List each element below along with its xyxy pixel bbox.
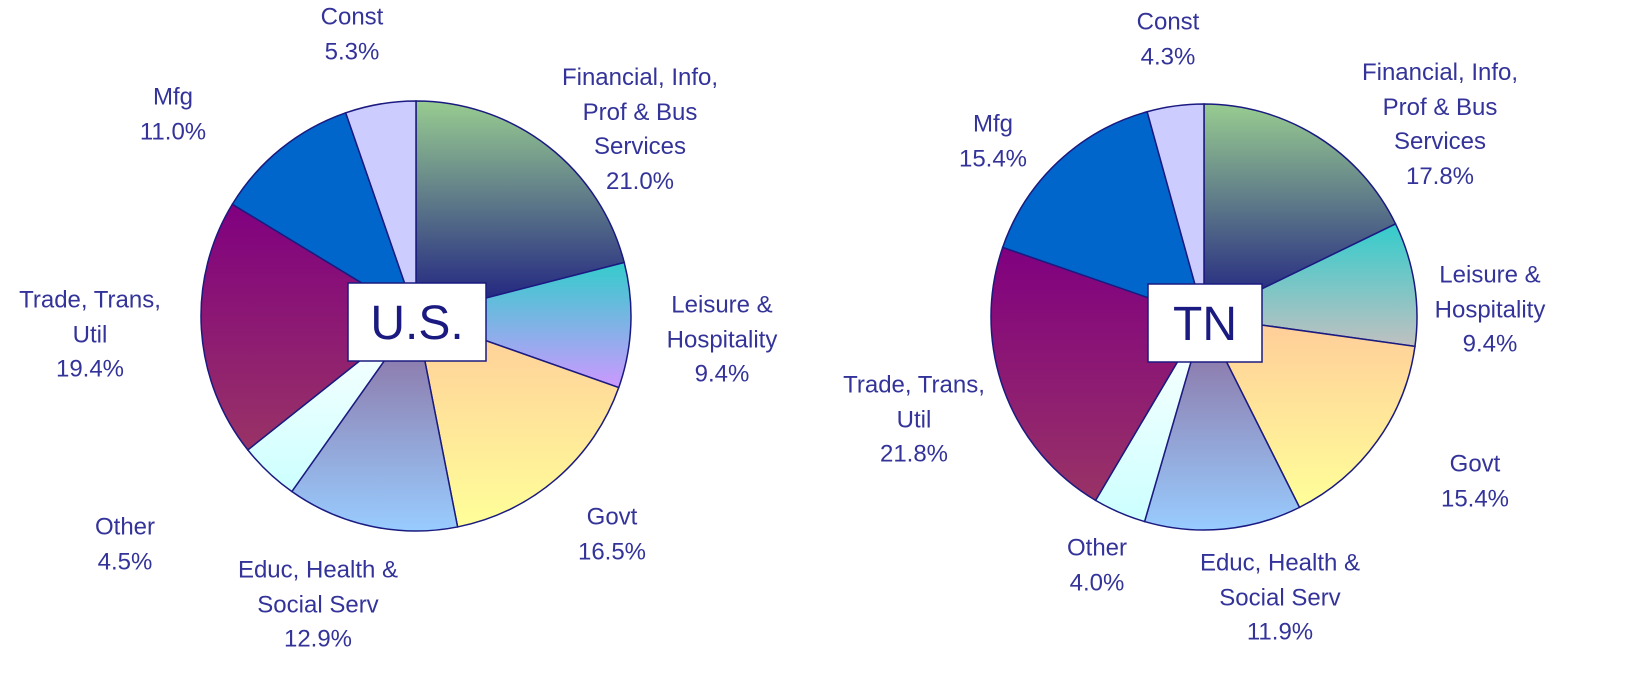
category-label: Financial, Info, Prof & Bus Services xyxy=(561,64,719,160)
slice-label: Mfg 15.4% xyxy=(923,108,1063,177)
pie-slice xyxy=(1143,314,1301,531)
value-label: 17.8% xyxy=(1405,162,1475,190)
slice-label: Leisure & Hospitality 9.4% xyxy=(1420,258,1560,362)
category-label: Other xyxy=(94,513,156,541)
slice-label: Other 4.5% xyxy=(55,511,195,580)
category-label: Govt xyxy=(1449,450,1501,478)
value-label: 12.9% xyxy=(283,625,353,653)
category-label: Trade, Trans, Util xyxy=(843,371,985,433)
slice-label: Leisure & Hospitality 9.4% xyxy=(652,288,792,392)
slice-label: Const 5.3% xyxy=(282,1,422,70)
category-label: Trade, Trans, Util xyxy=(19,286,161,348)
pie-slice xyxy=(1001,110,1206,319)
category-label: Mfg xyxy=(972,110,1013,138)
category-label: Const xyxy=(1136,8,1200,36)
pie-slice xyxy=(200,203,418,451)
slice-label: Educ, Health & Social Serv 11.9% xyxy=(1185,546,1375,650)
category-label: Financial, Info, Prof & Bus Services xyxy=(1361,59,1519,155)
category-label: Other xyxy=(1066,534,1128,562)
value-label: 4.3% xyxy=(1140,43,1196,70)
slice-label: Const 4.3% xyxy=(1098,6,1238,75)
slice-label: Educ, Health & Social Serv 12.9% xyxy=(223,553,413,657)
value-label: 4.0% xyxy=(1069,569,1125,596)
title-box xyxy=(347,282,487,362)
value-label: 19.4% xyxy=(55,355,125,383)
category-label: Mfg xyxy=(152,83,193,111)
pie-slice xyxy=(1203,103,1397,319)
value-label: 11.0% xyxy=(139,118,207,145)
pie-slice xyxy=(415,314,620,528)
chart-title: U.S. xyxy=(370,297,463,350)
slice-label: Govt 15.4% xyxy=(1405,448,1545,517)
pie-slice xyxy=(290,314,459,532)
slice-label: Govt 16.5% xyxy=(542,501,682,570)
category-label: Educ, Health & Social Serv xyxy=(237,556,399,618)
value-label: 15.4% xyxy=(958,145,1028,172)
slice-label: Financial, Info, Prof & Bus Services 17.8… xyxy=(1340,56,1540,194)
value-label: 21.0% xyxy=(605,167,675,195)
value-label: 11.9% xyxy=(1246,618,1314,646)
category-label: Leisure & Hospitality xyxy=(666,291,778,353)
slice-label: Financial, Info, Prof & Bus Services 21.0… xyxy=(540,61,740,199)
value-label: 5.3% xyxy=(324,38,380,65)
pie-slice xyxy=(415,100,626,317)
chart-title: TN xyxy=(1173,298,1237,351)
slice-label: Other 4.0% xyxy=(1027,532,1167,601)
category-label: Leisure & Hospitality xyxy=(1434,261,1546,323)
pie-slice xyxy=(344,100,417,317)
pie-slice xyxy=(413,261,632,389)
value-label: 9.4% xyxy=(1462,330,1518,358)
slice-label: Mfg 11.0% xyxy=(103,81,243,150)
slice-label: Trade, Trans, Util 19.4% xyxy=(5,283,175,387)
title-box xyxy=(1147,283,1263,363)
value-label: 21.8% xyxy=(879,440,949,468)
value-label: 15.4% xyxy=(1440,485,1510,512)
value-label: 9.4% xyxy=(694,360,750,388)
slice-label: Trade, Trans, Util 21.8% xyxy=(829,368,999,472)
category-label: Govt xyxy=(586,503,638,531)
pie-slice xyxy=(231,111,418,318)
category-label: Educ, Health & Social Serv xyxy=(1199,549,1361,611)
pie-slice xyxy=(1146,103,1205,318)
category-label: Const xyxy=(320,3,384,31)
value-label: 16.5% xyxy=(577,538,647,565)
value-label: 4.5% xyxy=(97,548,153,575)
pie-slice xyxy=(1202,316,1416,509)
